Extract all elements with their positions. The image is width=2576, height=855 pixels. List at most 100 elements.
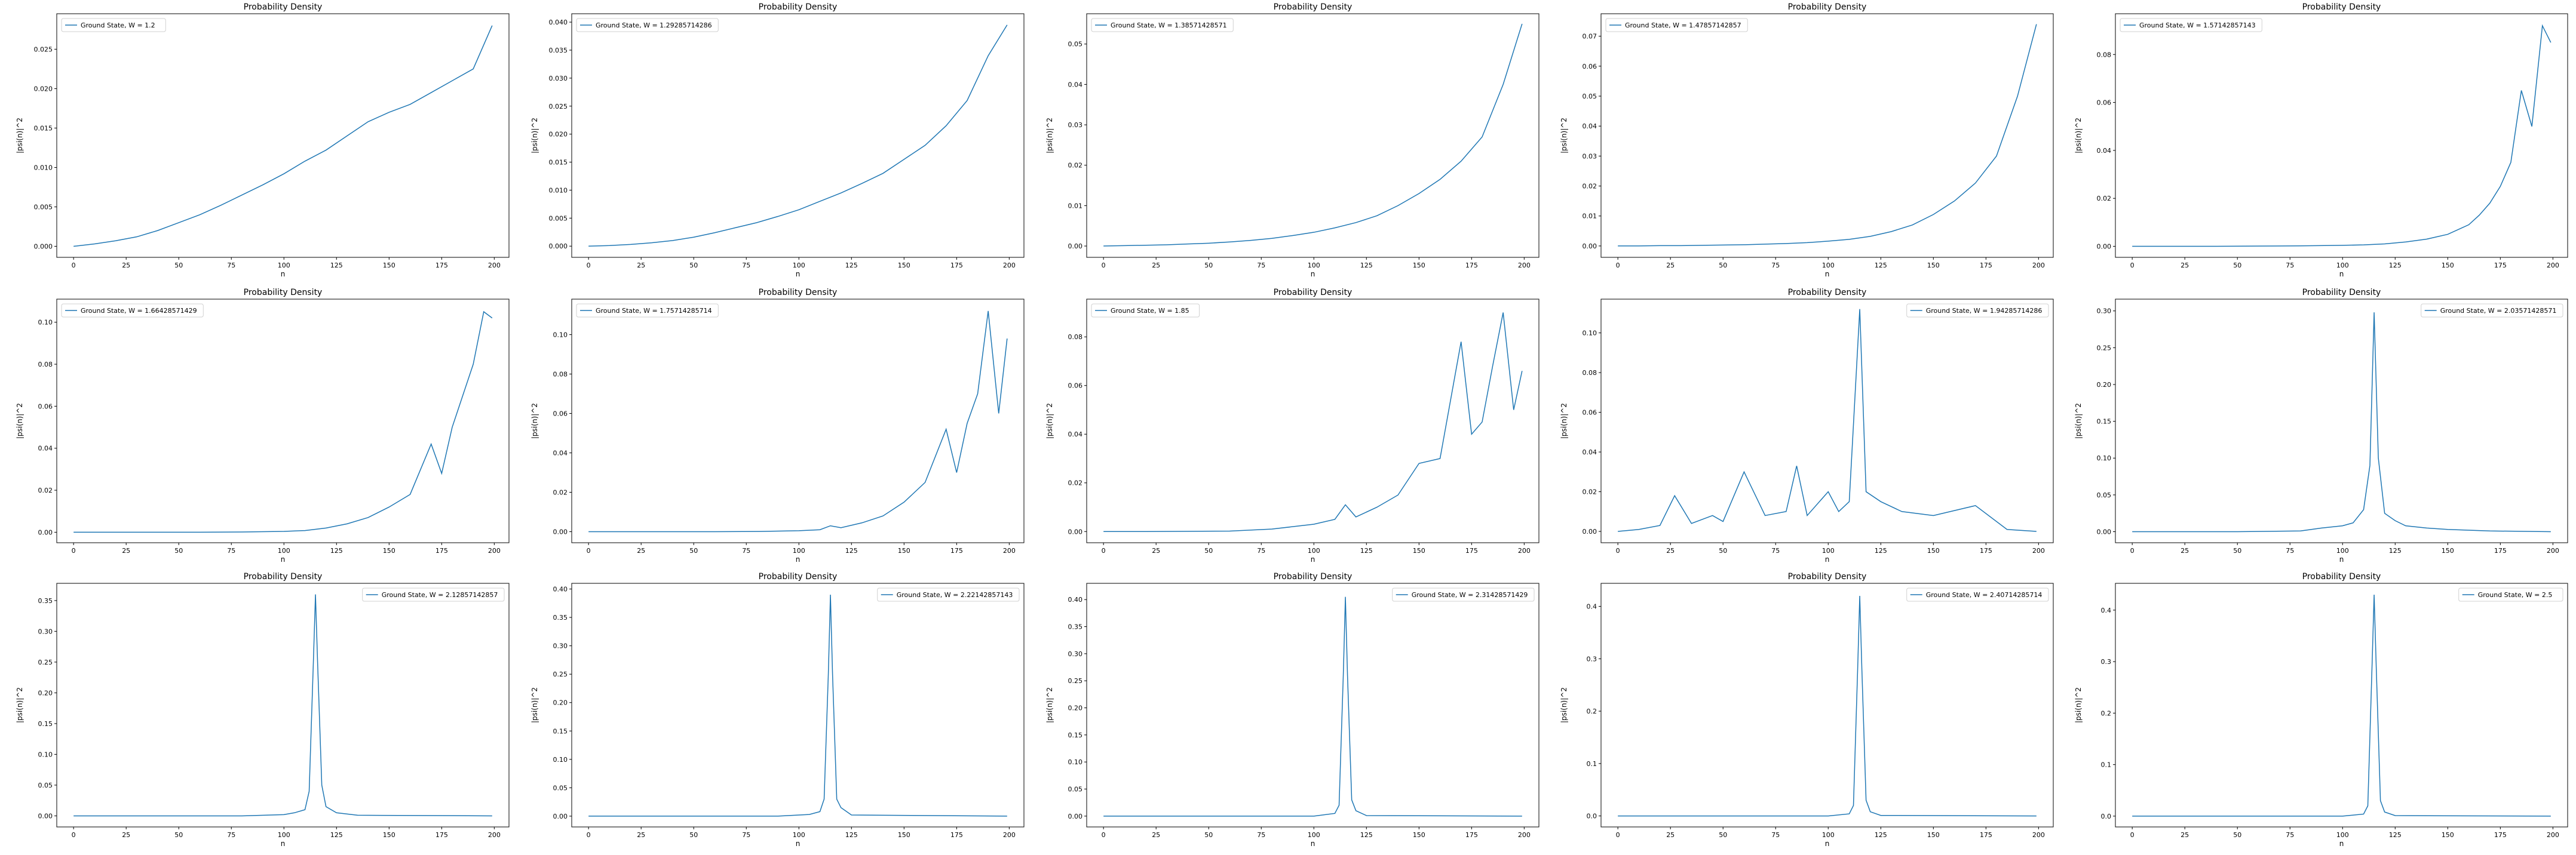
- chart-title: Probability Density: [2302, 2, 2381, 12]
- x-tick-label: 25: [637, 262, 645, 269]
- y-tick-label: 0.08: [38, 361, 53, 368]
- y-axis-label: |psi(n)|^2: [16, 687, 24, 723]
- x-tick-label: 125: [845, 547, 858, 555]
- x-tick-label: 200: [1518, 547, 1531, 555]
- y-tick-label: 0.10: [2097, 454, 2112, 462]
- x-tick-label: 100: [793, 262, 805, 269]
- legend-label: Ground State, W = 2.22142857143: [897, 591, 1013, 599]
- legend-label: Ground State, W = 1.29285714286: [596, 21, 712, 29]
- series-line: [1103, 312, 1523, 532]
- x-tick-label: 125: [1875, 262, 1887, 269]
- y-tick-label: 0.02: [1583, 488, 1597, 496]
- subplot-2: Probability Density 0 25 50 75 100 125 150 175 20…: [530, 2, 1025, 278]
- legend-label: Ground State, W = 1.2: [81, 21, 155, 29]
- axes-frame: [1600, 13, 2054, 258]
- y-tick-label: 0.030: [549, 75, 568, 82]
- legend-label: Ground State, W = 2.03571428571: [2440, 307, 2557, 315]
- x-tick-label: 200: [2032, 262, 2045, 269]
- x-axis-label: n: [1825, 839, 1830, 848]
- y-tick-label: 0.025: [549, 103, 568, 110]
- x-axis-label: n: [1825, 270, 1830, 278]
- x-axis-label: n: [2339, 839, 2344, 848]
- x-tick-label: 200: [1003, 262, 1016, 269]
- x-tick-label: 150: [1927, 547, 1940, 555]
- y-tick-label: 0.000: [549, 242, 568, 250]
- series-line: [1618, 596, 2037, 817]
- y-tick-label: 0.10: [553, 756, 568, 764]
- y-axis-label: |psi(n)|^2: [530, 403, 539, 439]
- x-tick-label: 125: [845, 262, 858, 269]
- axes-frame: [2115, 299, 2568, 543]
- legend-box: [2421, 303, 2563, 318]
- x-tick-label: 0: [587, 831, 591, 839]
- y-tick-label: 0.05: [1583, 93, 1597, 100]
- y-tick-label: 0.20: [553, 699, 568, 707]
- y-tick-label: 0.20: [38, 689, 53, 697]
- axes-frame: [571, 583, 1025, 828]
- y-tick-label: 0.010: [34, 164, 53, 171]
- y-tick-label: 0.00: [38, 812, 53, 820]
- y-tick-label: 0.01: [1068, 202, 1083, 210]
- legend-label: Ground State, W = 1.66428571429: [81, 307, 197, 315]
- x-tick-label: 150: [383, 831, 395, 839]
- x-tick-label: 150: [1413, 547, 1425, 555]
- x-tick-label: 125: [1360, 831, 1373, 839]
- y-tick-label: 0.00: [553, 528, 568, 536]
- x-tick-label: 25: [1666, 831, 1675, 839]
- legend-box: [1392, 588, 1535, 602]
- y-tick-label: 0.03: [1068, 121, 1083, 129]
- y-axis-label: |psi(n)|^2: [2074, 403, 2083, 439]
- x-tick-label: 150: [898, 262, 910, 269]
- x-tick-label: 175: [2494, 831, 2507, 839]
- legend-box: [1091, 303, 1200, 318]
- y-tick-label: 0.00: [2097, 528, 2112, 536]
- y-tick-label: 0.02: [1068, 479, 1083, 487]
- x-tick-label: 25: [2181, 547, 2189, 555]
- y-tick-label: 0.30: [38, 628, 53, 635]
- x-tick-label: 125: [1360, 262, 1373, 269]
- y-axis-label: |psi(n)|^2: [1045, 687, 1054, 723]
- x-tick-label: 175: [436, 547, 448, 555]
- axes-frame: [571, 299, 1025, 543]
- y-tick-label: 0.02: [1068, 162, 1083, 170]
- x-tick-label: 125: [845, 831, 858, 839]
- x-tick-label: 0: [72, 831, 76, 839]
- x-tick-label: 100: [1308, 547, 1320, 555]
- y-tick-label: 0.00: [1583, 528, 1597, 536]
- axes-frame: [1600, 583, 2054, 828]
- y-tick-label: 0.04: [38, 445, 53, 453]
- y-tick-label: 0.02: [553, 488, 568, 496]
- x-axis-label: n: [281, 270, 286, 278]
- x-tick-label: 175: [1980, 831, 1992, 839]
- chart-title: Probability Density: [1274, 572, 1353, 582]
- subplot-10: Probability Density 0 25 50 75 100 125 150 175 20…: [2074, 288, 2568, 564]
- x-tick-label: 25: [122, 262, 130, 269]
- x-tick-label: 75: [227, 262, 235, 269]
- legend-label: Ground State, W = 1.38571428571: [1111, 21, 1227, 29]
- y-tick-label: 0.08: [1068, 333, 1083, 341]
- axes-frame: [571, 13, 1025, 258]
- y-tick-label: 0.02: [38, 487, 53, 494]
- series-line: [588, 310, 1008, 533]
- legend-box: [1906, 303, 2049, 318]
- x-tick-label: 25: [637, 547, 645, 555]
- x-tick-label: 0: [587, 262, 591, 269]
- series-line: [1618, 309, 2037, 532]
- x-tick-label: 0: [1616, 547, 1620, 555]
- chart-title: Probability Density: [2302, 572, 2381, 582]
- x-axis-label: n: [1311, 839, 1315, 848]
- chart-title: Probability Density: [1788, 2, 1867, 12]
- axes-frame: [2115, 583, 2568, 828]
- x-tick-label: 200: [2032, 831, 2045, 839]
- x-tick-label: 50: [174, 831, 183, 839]
- x-tick-label: 125: [1875, 831, 1887, 839]
- x-tick-label: 75: [1771, 831, 1780, 839]
- x-axis-label: n: [281, 555, 286, 564]
- x-tick-label: 175: [1465, 831, 1478, 839]
- legend-label: Ground State, W = 1.57142857143: [2139, 21, 2256, 29]
- x-tick-label: 50: [1204, 262, 1213, 269]
- x-tick-label: 100: [1822, 547, 1835, 555]
- legend-label: Ground State, W = 2.12857142857: [382, 591, 498, 599]
- y-tick-label: 0.10: [1583, 330, 1597, 337]
- x-tick-label: 75: [1257, 547, 1265, 555]
